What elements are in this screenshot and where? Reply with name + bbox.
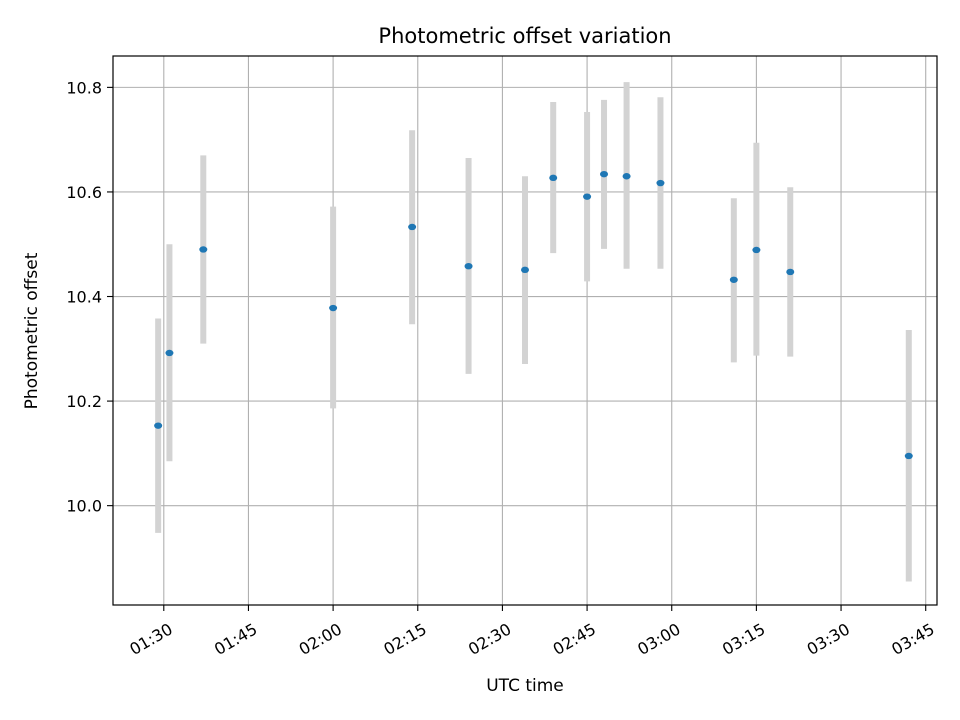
- y-tick-label: 10.2: [66, 392, 102, 411]
- x-axis-label: UTC time: [486, 676, 564, 696]
- data-point: [549, 174, 558, 182]
- data-point: [408, 223, 417, 231]
- y-axis-label: Photometric offset: [22, 252, 42, 409]
- y-tick-label: 10.8: [66, 78, 102, 97]
- data-point: [199, 246, 208, 253]
- plot-frame: [112, 55, 938, 606]
- data-point: [329, 304, 338, 312]
- y-tick-label: 10.0: [66, 497, 102, 516]
- data-point: [656, 179, 665, 187]
- data-point: [464, 262, 473, 270]
- data-point: [786, 268, 795, 276]
- data-points: [154, 170, 913, 460]
- data-point: [521, 266, 529, 274]
- data-point: [165, 349, 174, 357]
- y-tick-label: 10.6: [66, 183, 102, 202]
- data-point: [583, 193, 592, 200]
- chart-title: Photometric offset variation: [378, 24, 671, 48]
- data-point: [622, 173, 631, 180]
- y-tick-label: 10.4: [66, 288, 102, 307]
- y-axis: 10.0 10.2 10.4 10.6 10.8: [66, 78, 113, 516]
- data-point: [154, 422, 163, 429]
- data-point: [904, 452, 913, 460]
- data-point: [752, 246, 761, 254]
- data-point: [729, 276, 738, 283]
- data-point: [600, 170, 609, 178]
